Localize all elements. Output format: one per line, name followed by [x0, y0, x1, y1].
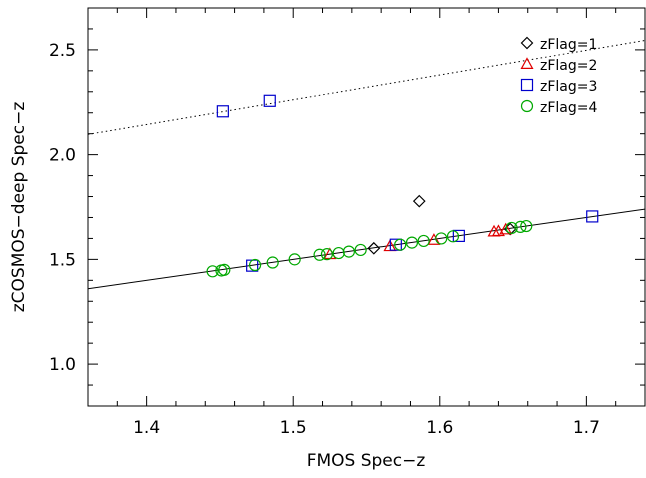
data-point-diamond-1 — [412, 194, 426, 208]
data-point-circle-0 — [206, 265, 219, 278]
x-tick-label: 1.4 — [133, 418, 160, 438]
legend-marker-triangle — [520, 57, 534, 70]
legend-label: zFlag=4 — [540, 100, 597, 116]
data-point-circle-4 — [266, 256, 279, 269]
data-point-circle-18 — [520, 219, 533, 233]
data-point-circle-2 — [218, 263, 231, 276]
data-point-square-0 — [216, 105, 229, 118]
x-tick-label: 1.7 — [573, 418, 600, 438]
data-point-circle-11 — [394, 238, 407, 251]
legend-marker-square — [520, 78, 534, 92]
y-tick-label: 1.5 — [49, 250, 76, 270]
data-point-triangle-2 — [427, 233, 441, 245]
data-point-triangle-4 — [491, 224, 505, 237]
data-point-square-4 — [452, 229, 465, 243]
y-tick-label: 2.0 — [49, 146, 76, 166]
data-point-circle-12 — [405, 236, 419, 249]
x-tick-label: 1.6 — [426, 418, 453, 438]
data-point-circle-6 — [313, 248, 326, 261]
legend-marker-diamond — [520, 36, 534, 50]
data-point-circle-17 — [514, 220, 527, 233]
data-point-diamond-0 — [367, 241, 381, 255]
y-tick-label: 2.5 — [49, 41, 76, 61]
data-point-circle-15 — [446, 230, 460, 243]
x-axis-title: FMOS Spec−z — [307, 451, 426, 471]
data-point-circle-5 — [288, 253, 301, 266]
data-point-circle-9 — [342, 245, 356, 258]
data-point-circle-16 — [505, 221, 518, 235]
data-point-circle-13 — [417, 234, 430, 248]
legend-label: zFlag=2 — [540, 58, 597, 74]
y-tick-label: 1.0 — [49, 355, 76, 375]
data-point-square-3 — [389, 238, 402, 251]
data-point-triangle-5 — [499, 222, 513, 235]
plot-frame — [87, 7, 646, 407]
data-point-square-5 — [586, 210, 599, 223]
data-point-circle-14 — [435, 232, 448, 245]
data-point-circle-3 — [249, 258, 262, 272]
legend-label: zFlag=3 — [540, 79, 597, 95]
data-point-square-1 — [263, 94, 276, 107]
x-tick-label: 1.5 — [280, 418, 307, 438]
y-axis-title: zCOSMOS−deep Spec−z — [9, 102, 29, 313]
data-point-circle-10 — [354, 243, 367, 257]
legend-label: zFlag=1 — [540, 37, 597, 53]
data-point-circle-7 — [320, 248, 334, 261]
legend-marker-circle — [520, 99, 534, 113]
